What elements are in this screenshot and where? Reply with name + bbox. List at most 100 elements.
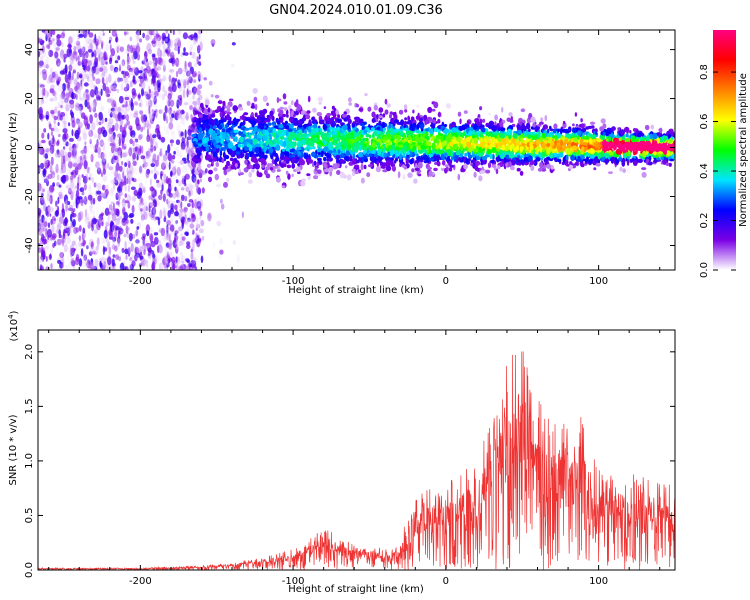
spectrogram-cell xyxy=(64,241,69,246)
spectrogram-cell xyxy=(155,102,158,111)
spectrogram-cell xyxy=(72,79,78,85)
spectrogram-cell xyxy=(58,152,61,158)
spectrogram-cell xyxy=(92,197,96,205)
spectrogram-cell xyxy=(226,177,230,183)
spectrogram-cell xyxy=(117,230,121,239)
spectrogram-cell xyxy=(147,247,152,253)
spectrogram-cell xyxy=(161,159,165,169)
spectrogram-cell xyxy=(146,42,152,52)
spectrogram-cell xyxy=(99,40,104,44)
spectrogram-cell xyxy=(103,47,109,54)
spectrogram-cell xyxy=(115,173,119,181)
spectrogram-cell xyxy=(197,45,201,54)
spectrogram-cell xyxy=(163,112,166,122)
spectrogram-cell xyxy=(191,33,194,38)
spectrogram-cell xyxy=(138,133,143,144)
spectrogram-cell xyxy=(84,141,87,146)
spectrogram-cell xyxy=(60,49,65,59)
spectrogram-cell xyxy=(160,136,166,143)
spectrogram-cell xyxy=(68,204,74,213)
spectrogram-cell xyxy=(198,94,203,100)
spectrogram-cell xyxy=(98,53,101,62)
spectrogram-cell xyxy=(169,217,173,225)
spectrogram-cell xyxy=(115,113,120,122)
spectrogram-cell xyxy=(124,124,127,129)
spectrogram-cell xyxy=(72,37,77,47)
spectrogram-cell xyxy=(98,111,103,121)
spectrogram-cell xyxy=(61,237,65,247)
spectrogram-cell xyxy=(48,254,52,261)
spectrogram-cell xyxy=(177,59,180,69)
spectrogram-cell xyxy=(68,187,72,195)
spectrogram-cell xyxy=(457,173,461,181)
spectrogram-cell xyxy=(89,263,94,270)
spectrogram-cell xyxy=(46,191,51,196)
spectrogram-cell xyxy=(135,229,139,237)
spectrogram-cell xyxy=(88,79,94,88)
spectrogram-cell xyxy=(102,245,105,256)
spectrogram-cell xyxy=(41,99,45,105)
spectrogram-cell xyxy=(290,100,294,106)
spectrogram-cell xyxy=(163,70,166,77)
spectrogram-cell xyxy=(201,235,205,241)
spectrogram-cell xyxy=(59,194,62,199)
spectrogram-cell xyxy=(121,247,125,254)
spectrogram-cell xyxy=(75,93,78,100)
spectrogram-cell xyxy=(118,225,122,232)
spectrogram-cell xyxy=(115,192,119,201)
spectrogram-cell xyxy=(48,74,54,83)
spectrogram-cell xyxy=(139,251,143,261)
spectrogram-cell xyxy=(45,255,48,262)
spectrogram-cell xyxy=(179,251,184,260)
spectrogram-cell xyxy=(180,182,185,190)
spectrogram-cell xyxy=(509,119,514,123)
spectrogram-cell xyxy=(187,90,192,95)
spectrogram-cell xyxy=(500,127,506,132)
spectrogram-cell xyxy=(85,208,88,216)
spectrogram-cell xyxy=(58,83,64,92)
spectrogram-cell xyxy=(119,46,125,52)
spectrogram-cell xyxy=(155,183,159,187)
spectrogram-cell xyxy=(171,166,177,176)
spectrogram-cell xyxy=(191,46,197,51)
spectrogram-cell xyxy=(157,41,162,48)
spectrogram-cell xyxy=(189,36,192,44)
spectrogram-cell xyxy=(47,206,52,213)
spectrogram-cell xyxy=(162,75,167,81)
spectrogram-cell xyxy=(102,265,108,270)
spectrogram-cell xyxy=(215,162,220,167)
spectrogram-cell xyxy=(74,147,77,154)
spectrogram-cell xyxy=(175,70,179,78)
spectrogram-cell xyxy=(231,42,236,46)
spectrogram-cell xyxy=(144,77,148,85)
spectrogram-cell xyxy=(136,43,140,48)
spectrogram-cell xyxy=(104,221,110,226)
spectrogram-cell xyxy=(142,159,145,168)
spectrogram-cell xyxy=(143,163,147,170)
spectrogram-cell xyxy=(180,51,184,58)
spectrogram-cell xyxy=(140,213,144,223)
spectrogram-cell xyxy=(67,161,73,169)
spectrogram-cell xyxy=(38,70,42,77)
spectrogram-cell xyxy=(74,108,78,117)
spectrogram-cell xyxy=(206,163,212,168)
spectrogram-cell xyxy=(166,116,169,124)
spectrogram-cell xyxy=(134,146,140,156)
spectrogram-cell xyxy=(108,246,112,256)
spectrogram-cell xyxy=(119,77,123,82)
spectrogram-cell xyxy=(61,90,66,100)
spectrogram-cell xyxy=(116,200,119,206)
spectrogram-cell xyxy=(130,112,134,120)
spectrogram-cell xyxy=(138,133,144,139)
spectrogram-cell xyxy=(197,206,202,211)
spectrogram-cell xyxy=(351,168,356,172)
spectrogram-cell xyxy=(130,175,133,181)
spectrogram-cell xyxy=(140,214,146,221)
spectrogram-cell xyxy=(189,149,192,156)
spectrogram-cell xyxy=(99,139,104,147)
spectrogram-cell xyxy=(168,229,173,235)
spectrogram-cell xyxy=(64,102,70,108)
spectrogram-cell xyxy=(178,180,182,187)
spectrogram-cell xyxy=(39,85,45,95)
